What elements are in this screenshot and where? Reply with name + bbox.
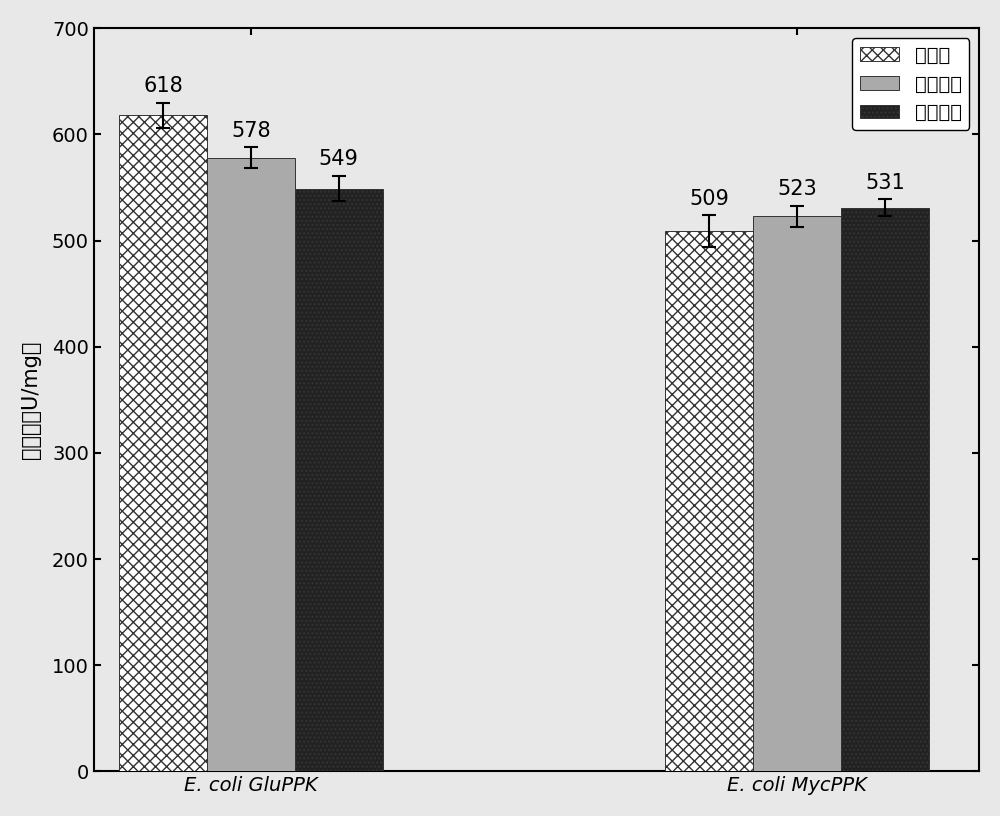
Text: 523: 523 [777,180,817,199]
Bar [295,188,383,771]
Bar [119,115,207,771]
Bar [753,216,841,771]
Bar [665,231,753,771]
Bar [207,157,295,771]
Bar [841,208,929,771]
Text: 578: 578 [231,121,271,141]
Text: 549: 549 [319,149,359,170]
Text: 618: 618 [143,76,183,96]
Text: 531: 531 [865,173,905,193]
Legend: 焦磷酸, 三聚磷酸, 偏六磷酸: 焦磷酸, 三聚磷酸, 偏六磷酸 [852,38,969,130]
Y-axis label: 比酵活（U/mg）: 比酵活（U/mg） [21,340,41,459]
Text: 509: 509 [689,188,729,209]
